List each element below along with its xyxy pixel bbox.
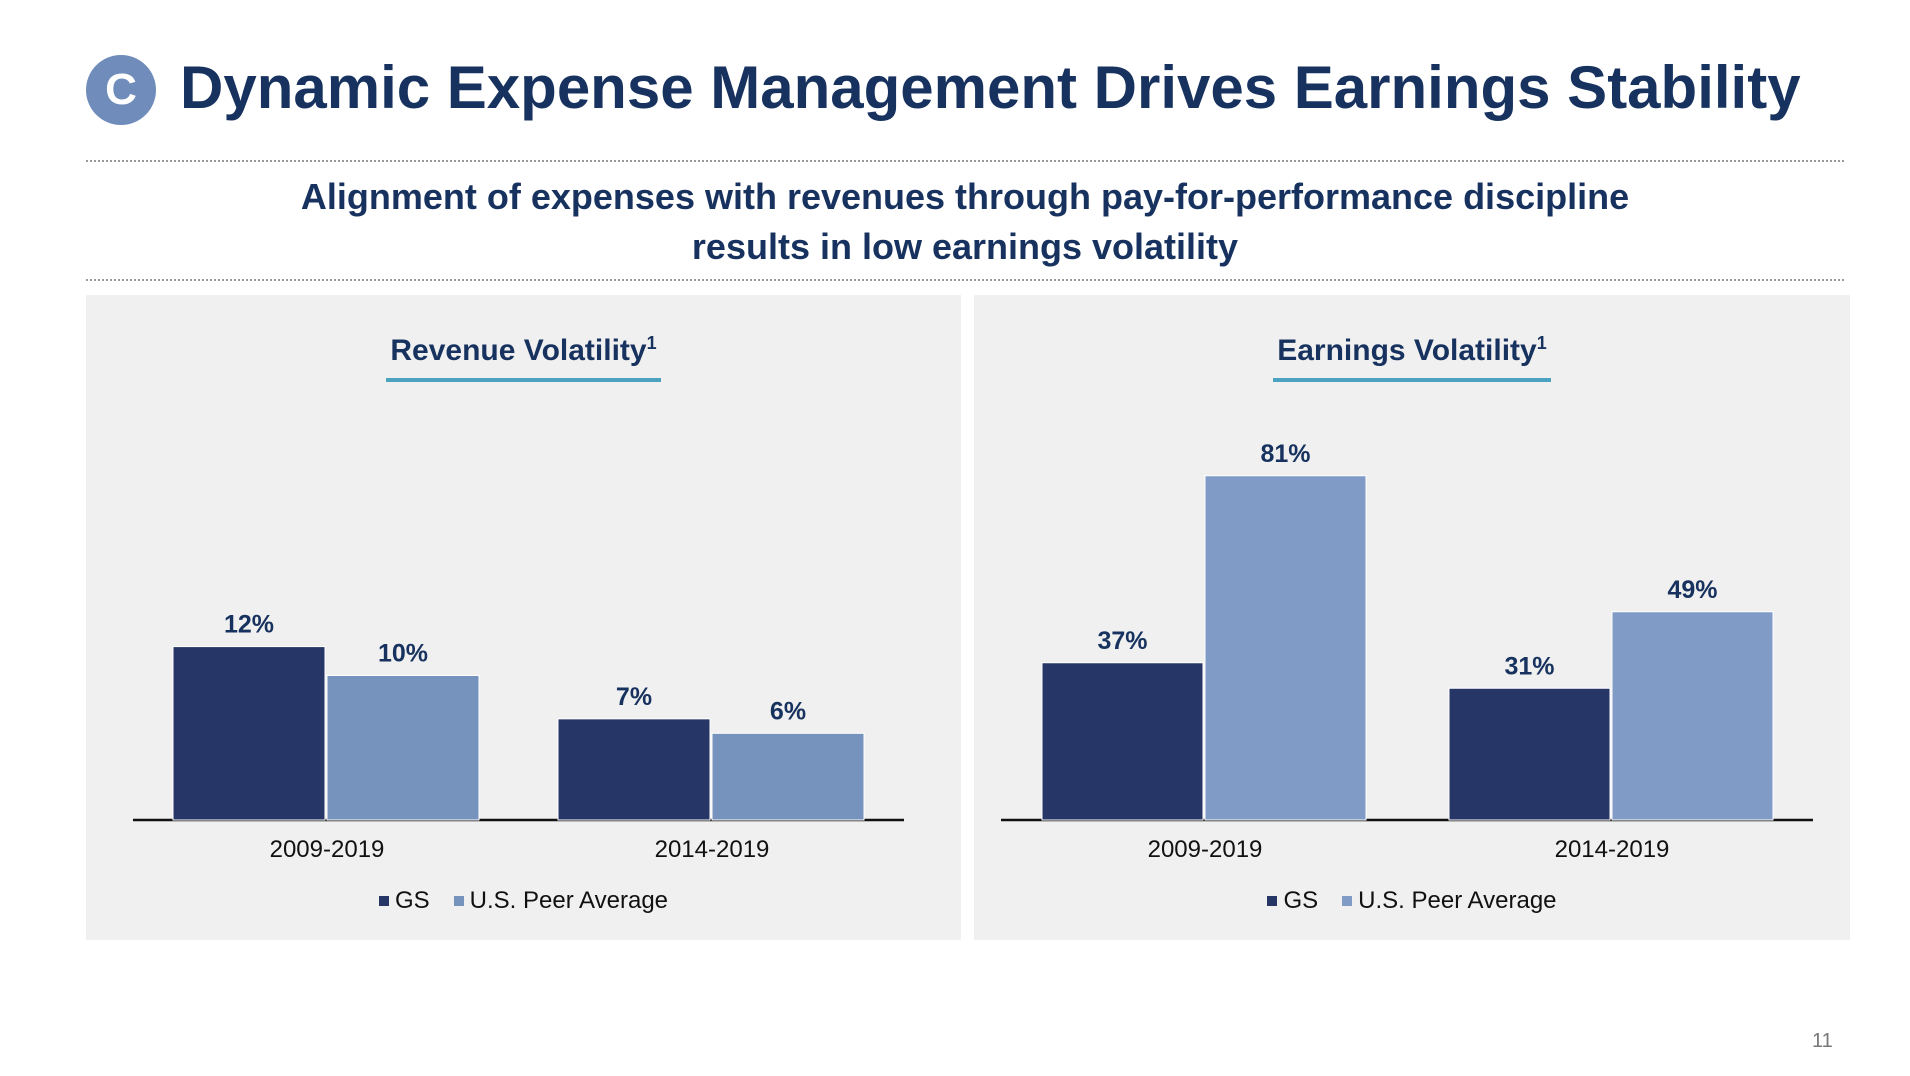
section-badge: C bbox=[86, 55, 156, 125]
legend-swatch-peer bbox=[453, 896, 464, 906]
bar-gs-2014-2019 bbox=[1448, 687, 1611, 821]
legend-label: U.S. Peer Average bbox=[1358, 887, 1557, 914]
data-label: 49% bbox=[1667, 576, 1717, 604]
bar-u-s-peer-average-2014-2019 bbox=[1611, 611, 1774, 821]
earnings-volatility-panel: Earnings Volatility1 37% 81% 2009-2019 31% 4… bbox=[974, 295, 1850, 940]
legend-swatch-gs bbox=[378, 896, 389, 906]
legend-swatch-peer bbox=[1342, 896, 1353, 906]
data-label: 6% bbox=[770, 697, 806, 725]
footnote-marker: 1 bbox=[1536, 333, 1547, 353]
bar-u-s-peer-average-2009-2019 bbox=[1204, 475, 1367, 821]
x-tick-label: 2009-2019 bbox=[1148, 836, 1263, 863]
legend-item-peer: U.S. Peer Average bbox=[1342, 887, 1557, 915]
data-label: 37% bbox=[1097, 627, 1147, 655]
legend-label: U.S. Peer Average bbox=[469, 887, 669, 914]
bottom-divider bbox=[86, 279, 1844, 281]
x-tick-label: 2014-2019 bbox=[1555, 836, 1670, 863]
subtitle-line-1: Alignment of expenses with revenues thro… bbox=[300, 176, 1630, 217]
subtitle: Alignment of expenses with revenues thro… bbox=[86, 172, 1844, 272]
data-label: 7% bbox=[616, 683, 652, 711]
bar-gs-2009-2019 bbox=[172, 646, 326, 821]
chart-title: Revenue Volatility1 bbox=[86, 333, 961, 382]
legend-swatch-gs bbox=[1267, 896, 1278, 906]
legend-item-gs: GS bbox=[378, 887, 430, 915]
chart-title-underline: Revenue Volatility1 bbox=[386, 333, 661, 382]
data-label: 31% bbox=[1504, 652, 1554, 680]
bar-u-s-peer-average-2014-2019 bbox=[711, 732, 865, 821]
subtitle-line-2: results in low earnings volatility bbox=[691, 226, 1239, 267]
page-number: 11 bbox=[1812, 1030, 1833, 1052]
legend-label: GS bbox=[394, 887, 430, 914]
bar-gs-2014-2019 bbox=[557, 718, 711, 821]
revenue-volatility-panel: Revenue Volatility1 12% 10% 2009-2019 7% 6% 2… bbox=[86, 295, 961, 940]
revenue-volatility-chart: 12% 10% 2009-2019 7% 6% 2014-2019 bbox=[133, 611, 904, 863]
chart-title-text: Earnings Volatility bbox=[1277, 334, 1537, 367]
x-tick-label: 2009-2019 bbox=[270, 836, 385, 863]
chart-title-underline: Earnings Volatility1 bbox=[1273, 333, 1551, 382]
chart-legend: GS U.S. Peer Average bbox=[974, 887, 1850, 915]
earnings-volatility-chart: 37% 81% 2009-2019 31% 49% 2014-2019 bbox=[1001, 440, 1813, 863]
legend-item-peer: U.S. Peer Average bbox=[453, 887, 669, 915]
x-tick-label: 2014-2019 bbox=[655, 836, 770, 863]
data-label: 10% bbox=[378, 640, 428, 668]
chart-legend: GS U.S. Peer Average bbox=[86, 887, 961, 915]
data-label: 12% bbox=[224, 611, 274, 639]
bar-gs-2009-2019 bbox=[1041, 662, 1204, 821]
chart-title-text: Revenue Volatility bbox=[390, 334, 647, 367]
legend-item-gs: GS bbox=[1267, 887, 1318, 915]
page-title: Dynamic Expense Management Drives Earnin… bbox=[180, 54, 1801, 121]
bar-u-s-peer-average-2009-2019 bbox=[326, 675, 480, 821]
chart-title: Earnings Volatility1 bbox=[974, 333, 1850, 382]
data-label: 81% bbox=[1260, 440, 1310, 468]
legend-label: GS bbox=[1283, 887, 1319, 914]
footnote-marker: 1 bbox=[646, 333, 657, 353]
top-divider bbox=[86, 160, 1844, 162]
